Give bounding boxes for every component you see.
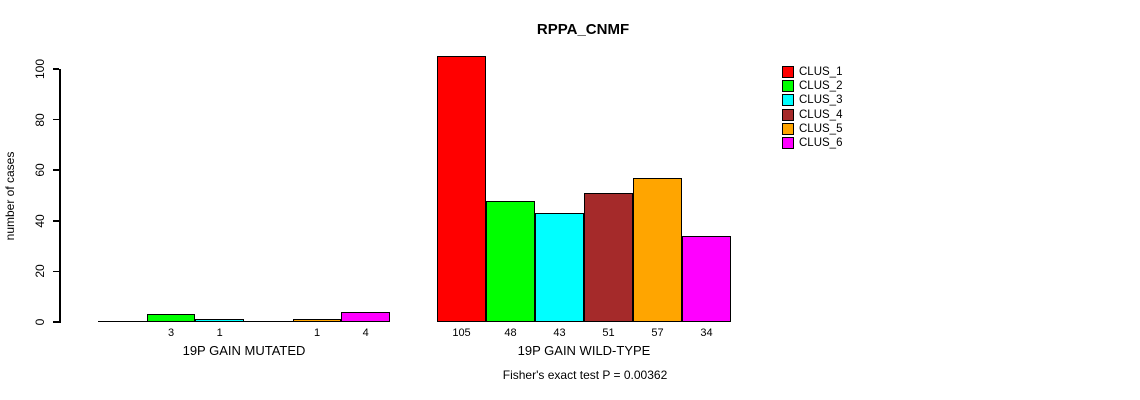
legend-label-clus_1: CLUS_1 [799,66,843,78]
bar-value-label-clus_3-group2: 43 [553,327,566,339]
y-tick-mark [53,321,59,323]
x-group-label-wild-type: 19P GAIN WILD-TYPE [517,343,651,358]
y-axis-line [59,69,61,323]
bar-clus_6-group1 [341,311,390,322]
y-tick-label: 80 [33,112,47,127]
y-tick-label: 100 [33,58,47,80]
y-tick-label: 20 [33,264,47,279]
bar-value-label-clus_6-group2: 34 [700,327,713,339]
legend-swatch-clus_2 [782,80,794,93]
chart-title: RPPA_CNMF [536,21,630,38]
x-group-label-mutated: 19P GAIN MUTATED [182,343,306,358]
bar-value-label-clus_3-group1: 1 [216,327,223,339]
legend-label-clus_6: CLUS_6 [799,137,843,149]
bar-value-label-clus_1-group2: 105 [452,327,471,339]
y-tick-mark [53,270,59,273]
y-tick-label: 60 [33,163,47,177]
bar-value-label-clus_6-group1: 4 [362,327,369,339]
bar-value-label-clus_4-group2: 51 [602,327,615,339]
legend-swatch-clus_6 [782,137,794,149]
bar-clus_4-group2 [584,192,633,322]
legend-label-clus_5: CLUS_5 [799,122,843,135]
fisher-test-annotation: Fisher's exact test P = 0.00362 [502,368,668,382]
bar-value-label-clus_2-group1: 3 [167,327,175,339]
bar-value-label-clus_5-group2: 57 [651,327,664,339]
bar-clus_1-group1-zero [98,321,147,322]
legend-swatch-clus_3 [782,94,794,107]
legend-swatch-clus_5 [782,122,794,135]
bar-clus_6-group2 [682,235,731,322]
y-tick-mark [53,220,59,222]
legend-label-clus_3: CLUS_3 [799,94,843,107]
y-tick-label: 40 [33,214,47,228]
bar-clus_3-group1 [195,319,244,322]
legend-label-clus_2: CLUS_2 [799,80,843,93]
bar-clus_5-group2 [633,177,682,322]
bar-clus_4-group1-zero [244,321,293,322]
bar-value-label-clus_2-group2: 48 [504,327,517,339]
bar-clus_5-group1 [292,319,342,322]
y-tick-mark [53,68,59,70]
y-tick-label: 0 [33,318,47,326]
legend-label-clus_4: CLUS_4 [799,108,843,121]
y-tick-mark [53,169,59,171]
y-axis-title: number of cases [3,151,17,241]
bar-clus_3-group2 [535,213,584,322]
y-tick-mark [53,118,59,121]
bar-clus_2-group2 [486,200,535,322]
bar-value-label-clus_5-group1: 1 [313,327,321,339]
bar-clus_2-group1 [146,314,196,322]
bar-clus_1-group2 [437,56,486,322]
legend-swatch-clus_4 [782,108,794,121]
legend-swatch-clus_1 [782,66,794,78]
